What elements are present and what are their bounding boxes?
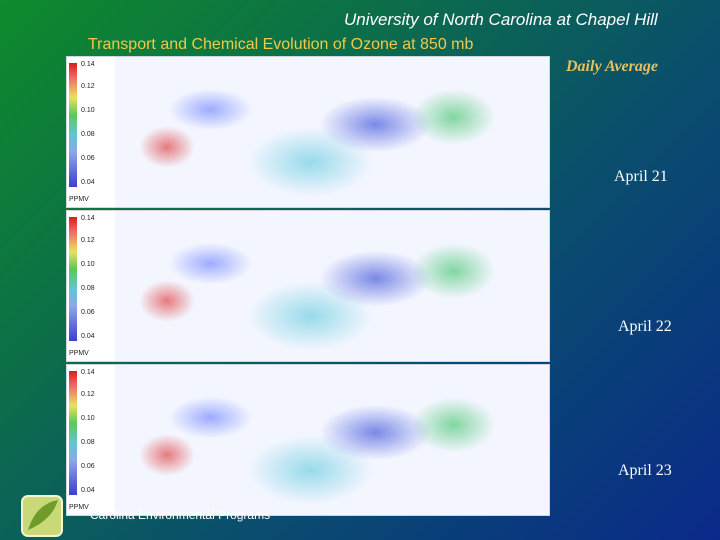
colorbar-tick: 0.14	[81, 61, 95, 68]
colorbar-legend: 0.14 0.12 0.10 0.08 0.06 0.04 PPMV	[67, 365, 115, 515]
unit-label: PPMV	[69, 350, 89, 357]
ozone-colorbar	[69, 371, 77, 495]
ozone-map-panel-april-23: 0.14 0.12 0.10 0.08 0.06 0.04 PPMV 34	[66, 364, 550, 516]
colorbar-tick: 0.06	[81, 155, 95, 162]
colorbar-tick: 0.04	[81, 179, 95, 186]
ozone-colorbar	[69, 63, 77, 187]
daily-average-label: Daily Average	[566, 58, 658, 75]
colorbar-tick: 0.10	[81, 415, 95, 422]
ozone-map-panel-april-21: 0.14 0.12 0.10 0.08 0.06 0.04 PPMV 31	[66, 56, 550, 208]
date-label-april-23: April 23	[618, 462, 672, 479]
ozone-colorbar	[69, 217, 77, 341]
ozone-map-image	[115, 211, 549, 361]
colorbar-tick: 0.08	[81, 285, 95, 292]
unit-label: PPMV	[69, 196, 89, 203]
colorbar-tick: 0.12	[81, 391, 95, 398]
ozone-map-image	[115, 57, 549, 207]
unit-label: PPMV	[69, 504, 89, 511]
ozone-map-panel-april-22: 0.14 0.12 0.10 0.08 0.06 0.04 PPMV 34	[66, 210, 550, 362]
colorbar-tick: 0.14	[81, 369, 95, 376]
slide-title: Transport and Chemical Evolution of Ozon…	[88, 36, 474, 53]
colorbar-tick: 0.08	[81, 439, 95, 446]
colorbar-tick: 0.10	[81, 107, 95, 114]
colorbar-tick: 0.14	[81, 215, 95, 222]
footer-credit: Carolina Environmental Programs	[90, 508, 271, 522]
colorbar-tick: 0.08	[81, 131, 95, 138]
date-label-april-21: April 21	[614, 168, 668, 185]
institution-header: University of North Carolina at Chapel H…	[344, 10, 658, 29]
colorbar-legend: 0.14 0.12 0.10 0.08 0.06 0.04 PPMV	[67, 211, 115, 361]
colorbar-tick: 0.06	[81, 309, 95, 316]
ozone-map-image	[115, 365, 549, 515]
colorbar-tick: 0.04	[81, 487, 95, 494]
colorbar-tick: 0.06	[81, 463, 95, 470]
colorbar-tick: 0.04	[81, 333, 95, 340]
colorbar-tick: 0.12	[81, 237, 95, 244]
colorbar-legend: 0.14 0.12 0.10 0.08 0.06 0.04 PPMV	[67, 57, 115, 207]
colorbar-tick: 0.10	[81, 261, 95, 268]
leaf-logo-icon	[21, 495, 63, 537]
colorbar-tick: 0.12	[81, 83, 95, 90]
date-label-april-22: April 22	[618, 318, 672, 335]
